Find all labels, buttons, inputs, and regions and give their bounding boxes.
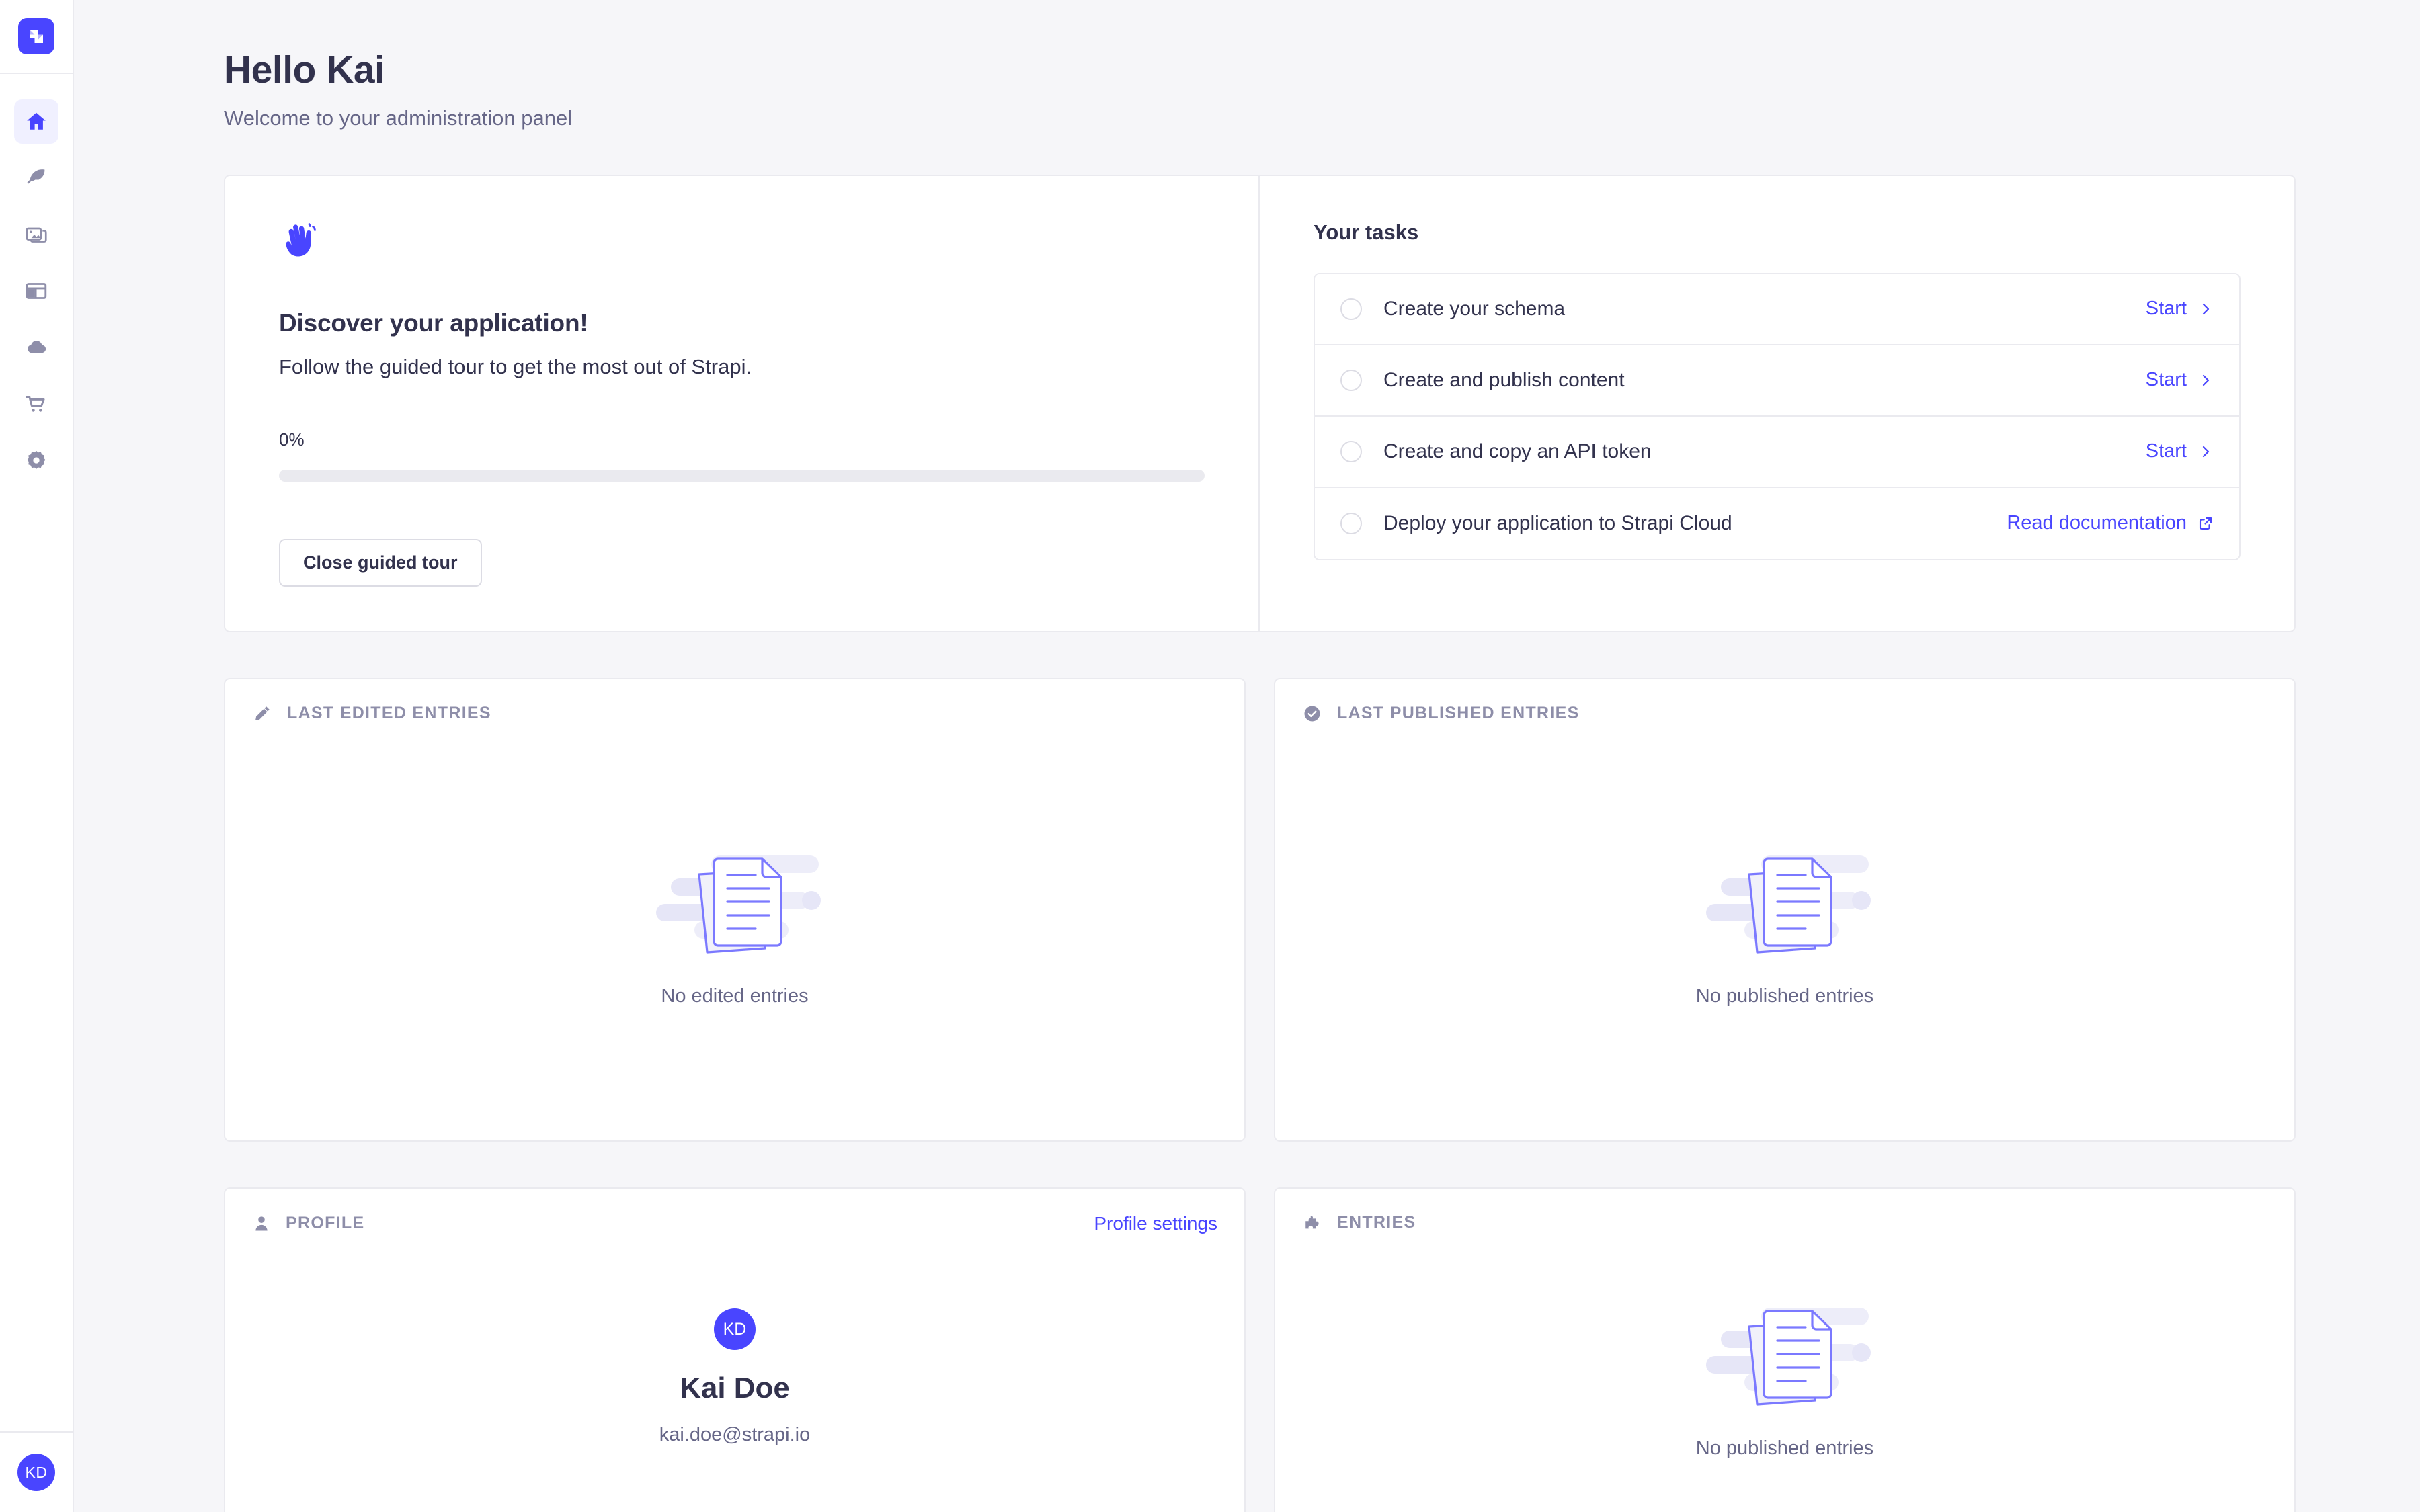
- profile-entries-row: PROFILE Profile settings KD Kai Doe kai.…: [224, 1187, 2296, 1512]
- page-header: Hello Kai Welcome to your administration…: [224, 0, 2296, 132]
- home-icon: [27, 112, 46, 130]
- overview-card: Discover your application! Follow the gu…: [224, 174, 2296, 632]
- tasks-list: Create your schema Start Create and publis…: [1314, 272, 2241, 560]
- close-guided-tour-button[interactable]: Close guided tour: [279, 538, 482, 587]
- chevron-right-icon: [2202, 446, 2210, 458]
- image-icon: [26, 227, 47, 243]
- progress-bar: [279, 469, 1205, 482]
- task-action-label: Read documentation: [2007, 512, 2187, 534]
- page-subtitle: Welcome to your administration panel: [224, 106, 573, 130]
- panel-title: LAST EDITED ENTRIES: [287, 704, 491, 723]
- external-link-icon: [2199, 517, 2212, 530]
- task-checkbox[interactable]: [1340, 298, 1362, 320]
- profile-settings-link[interactable]: Profile settings: [1094, 1212, 1217, 1234]
- page-title: Hello Kai: [224, 48, 385, 91]
- last-edited-entries-panel: LAST EDITED ENTRIES: [224, 677, 1246, 1142]
- main-content: Hello Kai Welcome to your administration…: [74, 0, 2420, 1512]
- avatar[interactable]: KD: [17, 1454, 55, 1491]
- strapi-logo-icon: [30, 30, 43, 43]
- main-sidebar: KD: [0, 0, 74, 1512]
- panel-title: ENTRIES: [1337, 1213, 1416, 1232]
- sidebar-item-content-type-builder[interactable]: [14, 269, 58, 313]
- profile-panel: PROFILE Profile settings KD Kai Doe kai.…: [224, 1187, 1246, 1512]
- empty-state-text: No edited entries: [661, 984, 809, 1007]
- task-label: Deploy your application to Strapi Cloud: [1383, 511, 1732, 534]
- task-row: Create and copy an API token Start: [1315, 416, 2239, 488]
- cloud-icon: [28, 341, 46, 353]
- panel-header: LAST EDITED ENTRIES: [252, 704, 1217, 724]
- sidebar-item-content-manager[interactable]: [14, 156, 58, 200]
- shopping-cart-icon: [26, 396, 45, 412]
- empty-state: No published entries: [1302, 1233, 2267, 1509]
- documents-illustration: [656, 855, 821, 954]
- guided-tour-description: Follow the guided tour to get the most o…: [279, 354, 752, 378]
- empty-state-text: No published entries: [1695, 984, 1874, 1007]
- panel-title: LAST PUBLISHED ENTRIES: [1337, 704, 1580, 723]
- profile-avatar: KD: [714, 1308, 756, 1351]
- check-circle-icon: [1304, 706, 1320, 722]
- sidebar-item-home[interactable]: [14, 99, 58, 144]
- task-checkbox[interactable]: [1340, 440, 1362, 462]
- sidebar-nav: [14, 99, 58, 482]
- chevron-right-icon: [2202, 303, 2210, 315]
- task-checkbox[interactable]: [1340, 369, 1362, 391]
- empty-state-text: No published entries: [1695, 1437, 1874, 1459]
- sidebar-item-settings[interactable]: [14, 438, 58, 482]
- documents-illustration: [1706, 855, 1871, 954]
- strapi-logo[interactable]: [18, 18, 54, 54]
- entries-panels-row: LAST EDITED ENTRIES: [224, 677, 2296, 1142]
- guided-tour-pane: Discover your application! Follow the gu…: [225, 175, 1260, 631]
- sidebar-item-cloud[interactable]: [14, 325, 58, 370]
- task-label: Create your schema: [1383, 297, 1566, 320]
- documents-illustration: [1706, 1307, 1871, 1406]
- task-row: Deploy your application to Strapi Cloud R…: [1315, 487, 2239, 559]
- panel-header: LAST PUBLISHED ENTRIES: [1302, 704, 2267, 724]
- sidebar-footer: KD: [0, 1431, 73, 1512]
- panel-title: PROFILE: [286, 1214, 365, 1233]
- empty-state: No published entries: [1302, 724, 2267, 1114]
- puzzle-piece-icon: [1305, 1215, 1319, 1229]
- sidebar-item-marketplace[interactable]: [14, 382, 58, 426]
- task-row: Create and publish content Start: [1315, 345, 2239, 417]
- progress-label: 0%: [279, 429, 305, 450]
- panel-header: PROFILE Profile settings: [252, 1213, 1217, 1234]
- user-icon: [255, 1216, 268, 1231]
- task-action-link[interactable]: Start: [2146, 298, 2214, 320]
- logo-zone: [0, 0, 73, 74]
- pencil-icon: [255, 706, 270, 720]
- profile-name: Kai Doe: [680, 1372, 790, 1405]
- tasks-title: Your tasks: [1314, 220, 1419, 244]
- task-action-link[interactable]: Start: [2146, 369, 2214, 391]
- task-action-link[interactable]: Read documentation: [2007, 512, 2214, 534]
- last-published-entries-panel: LAST PUBLISHED ENTRIES: [1274, 677, 2296, 1142]
- guided-tour-title: Discover your application!: [279, 308, 588, 337]
- entries-panel: ENTRIES: [1274, 1187, 2296, 1512]
- feather-icon: [27, 169, 45, 184]
- task-label: Create and publish content: [1383, 368, 1625, 391]
- chevron-right-icon: [2202, 374, 2210, 386]
- task-action-label: Start: [2145, 369, 2187, 391]
- waving-hand-icon: [286, 223, 316, 257]
- empty-state: No edited entries: [252, 724, 1217, 1114]
- task-row: Create your schema Start: [1315, 274, 2239, 345]
- gear-icon: [27, 450, 46, 469]
- task-checkbox[interactable]: [1340, 512, 1362, 534]
- profile-email: kai.doe@strapi.io: [659, 1424, 811, 1446]
- task-action-link[interactable]: Start: [2146, 440, 2214, 462]
- tasks-pane: Your tasks Create your schema Start Create…: [1260, 176, 2294, 631]
- panel-header: ENTRIES: [1302, 1213, 2267, 1233]
- task-action-label: Start: [2145, 440, 2187, 462]
- sidebar-item-media-library[interactable]: [14, 212, 58, 257]
- profile-body: KD Kai Doe kai.doe@strapi.io: [252, 1234, 1217, 1509]
- layout-icon: [26, 283, 47, 299]
- task-label: Create and copy an API token: [1383, 439, 1652, 462]
- task-action-label: Start: [2145, 298, 2187, 320]
